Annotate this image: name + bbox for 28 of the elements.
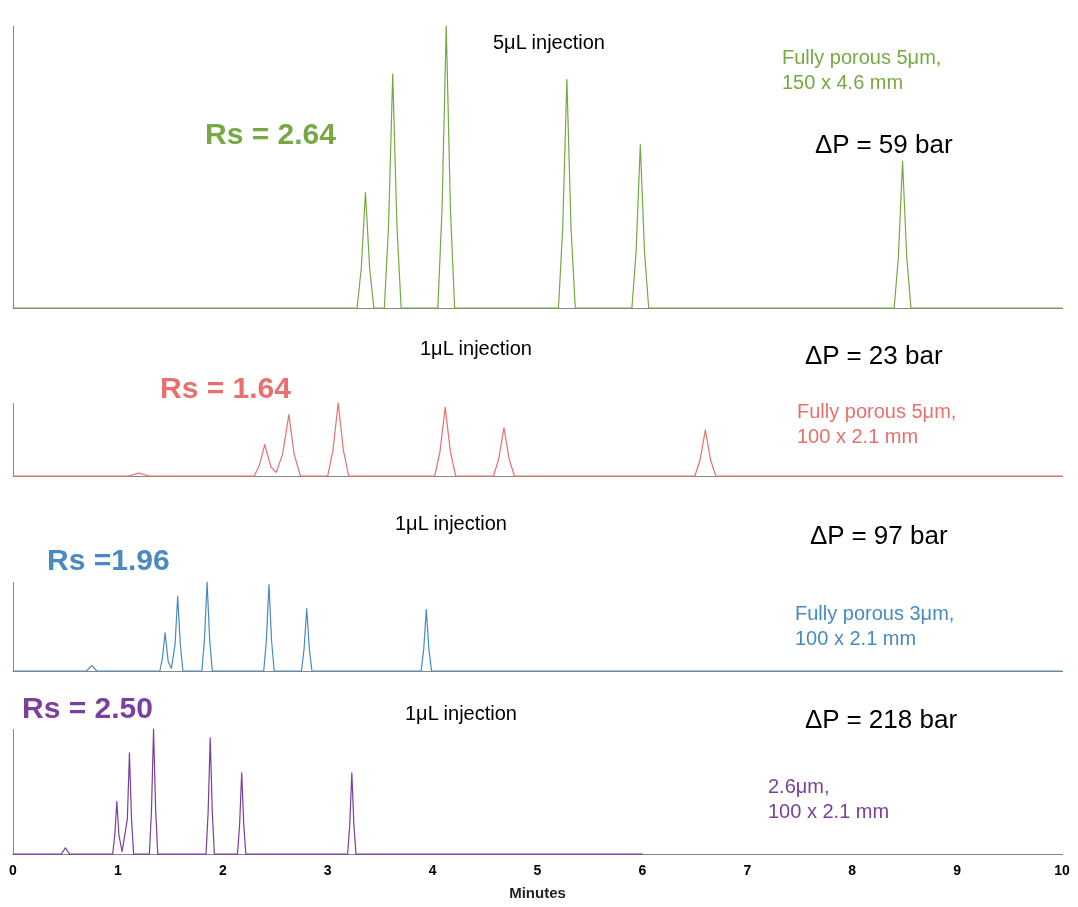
annotation: Fully porous 5μm, 150 x 4.6 mm — [782, 45, 942, 95]
text: ΔP = 23 bar — [805, 339, 943, 372]
annotation: Rs = 1.64 — [160, 370, 291, 406]
x-tick-label: 1 — [114, 862, 122, 879]
annotation: ΔP = 59 bar — [815, 128, 953, 161]
x-tick-label: 0 — [9, 862, 18, 879]
x-tick-label: 2 — [218, 862, 227, 879]
annotation: Fully porous 5μm, 100 x 2.1 mm — [797, 399, 957, 449]
text: ΔP = 97 bar — [810, 519, 948, 552]
text: 1μL injection — [420, 336, 532, 361]
text: 1μL injection — [395, 511, 507, 536]
annotation: Rs = 2.64 — [205, 116, 336, 152]
x-tick-label: 5 — [533, 862, 542, 879]
text: 1μL injection — [405, 701, 517, 726]
annotation: Fully porous 3μm, 100 x 2.1 mm — [795, 601, 955, 651]
x-tick-label: 4 — [428, 862, 437, 879]
x-tick-label: 7 — [743, 862, 752, 879]
text: Rs = 2.50 — [22, 690, 153, 726]
x-tick-label: 6 — [638, 862, 647, 879]
x-tick-label: 8 — [848, 862, 857, 879]
annotation: 2.6μm, 100 x 2.1 mm — [768, 774, 890, 824]
x-tick-label: 9 — [953, 862, 962, 879]
annotation: ΔP = 218 bar — [805, 703, 958, 736]
text: Rs =1.96 — [47, 542, 170, 578]
x-axis-title: Minutes — [509, 884, 566, 902]
x-tick-label: 10 — [1054, 862, 1070, 879]
annotation: 5μL injection — [493, 30, 605, 55]
x-tick-label: 3 — [323, 862, 332, 879]
